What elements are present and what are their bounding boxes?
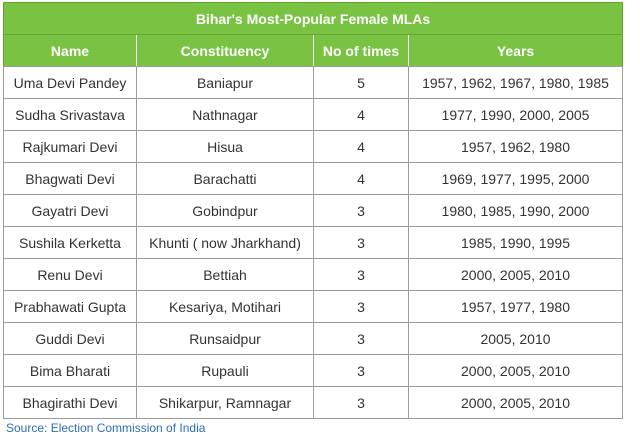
cell-years: 2000, 2005, 2010: [408, 354, 623, 387]
cell-times: 3: [313, 386, 409, 419]
column-header-row: Name Constituency No of times Years: [3, 34, 623, 67]
table-row: Sushila Kerketta Khunti ( now Jharkhand)…: [3, 226, 623, 259]
cell-years: 1977, 1990, 2000, 2005: [408, 98, 623, 131]
cell-constituency: Rupauli: [136, 354, 314, 387]
cell-years: 1957, 1962, 1967, 1980, 1985: [408, 66, 623, 99]
cell-name: Bima Bharati: [3, 354, 137, 387]
cell-name: Uma Devi Pandey: [3, 66, 137, 99]
table-row: Bhagwati Devi Barachatti 4 1969, 1977, 1…: [3, 162, 623, 195]
cell-constituency: Kesariya, Motihari: [136, 290, 314, 323]
cell-constituency: Gobindpur: [136, 194, 314, 227]
cell-constituency: Shikarpur, Ramnagar: [136, 386, 314, 419]
table-row: Gayatri Devi Gobindpur 3 1980, 1985, 199…: [3, 194, 623, 227]
table-row: Rajkumari Devi Hisua 4 1957, 1962, 1980: [3, 130, 623, 163]
cell-name: Bhagwati Devi: [3, 162, 137, 195]
column-header-years: Years: [408, 34, 623, 67]
cell-years: 1957, 1962, 1980: [408, 130, 623, 163]
table-row: Uma Devi Pandey Baniapur 5 1957, 1962, 1…: [3, 66, 623, 99]
cell-times: 4: [313, 98, 409, 131]
cell-name: Bhagirathi Devi: [3, 386, 137, 419]
table-row: Guddi Devi Runsaidpur 3 2005, 2010: [3, 322, 623, 355]
table-title: Bihar's Most-Popular Female MLAs: [3, 2, 623, 35]
cell-times: 3: [313, 258, 409, 291]
cell-years: 2000, 2005, 2010: [408, 258, 623, 291]
cell-years: 1985, 1990, 1995: [408, 226, 623, 259]
cell-constituency: Hisua: [136, 130, 314, 163]
mla-table-container: Bihar's Most-Popular Female MLAs Name Co…: [3, 2, 623, 419]
cell-constituency: Runsaidpur: [136, 322, 314, 355]
cell-years: 2005, 2010: [408, 322, 623, 355]
cell-name: Renu Devi: [3, 258, 137, 291]
cell-times: 3: [313, 194, 409, 227]
cell-years: 1980, 1985, 1990, 2000: [408, 194, 623, 227]
cell-constituency: Baniapur: [136, 66, 314, 99]
source-footnote[interactable]: Source: Election Commission of India: [6, 421, 206, 435]
table-row: Prabhawati Gupta Kesariya, Motihari 3 19…: [3, 290, 623, 323]
cell-times: 4: [313, 162, 409, 195]
cell-constituency: Bettiah: [136, 258, 314, 291]
column-header-name: Name: [3, 34, 137, 67]
cell-name: Guddi Devi: [3, 322, 137, 355]
mla-table: Bihar's Most-Popular Female MLAs Name Co…: [3, 2, 623, 419]
cell-constituency: Nathnagar: [136, 98, 314, 131]
cell-name: Sudha Srivastava: [3, 98, 137, 131]
column-header-no-of-times: No of times: [313, 34, 409, 67]
cell-times: 3: [313, 322, 409, 355]
cell-name: Gayatri Devi: [3, 194, 137, 227]
cell-times: 3: [313, 354, 409, 387]
cell-times: 4: [313, 130, 409, 163]
table-row: Bhagirathi Devi Shikarpur, Ramnagar 3 20…: [3, 386, 623, 419]
cell-constituency: Barachatti: [136, 162, 314, 195]
table-row: Sudha Srivastava Nathnagar 4 1977, 1990,…: [3, 98, 623, 131]
cell-years: 1957, 1977, 1980: [408, 290, 623, 323]
cell-constituency: Khunti ( now Jharkhand): [136, 226, 314, 259]
cell-times: 3: [313, 290, 409, 323]
cell-times: 3: [313, 226, 409, 259]
cell-name: Sushila Kerketta: [3, 226, 137, 259]
cell-years: 1969, 1977, 1995, 2000: [408, 162, 623, 195]
cell-name: Rajkumari Devi: [3, 130, 137, 163]
column-header-constituency: Constituency: [136, 34, 314, 67]
table-row: Renu Devi Bettiah 3 2000, 2005, 2010: [3, 258, 623, 291]
cell-years: 2000, 2005, 2010: [408, 386, 623, 419]
table-row: Bima Bharati Rupauli 3 2000, 2005, 2010: [3, 354, 623, 387]
cell-name: Prabhawati Gupta: [3, 290, 137, 323]
cell-times: 5: [313, 66, 409, 99]
